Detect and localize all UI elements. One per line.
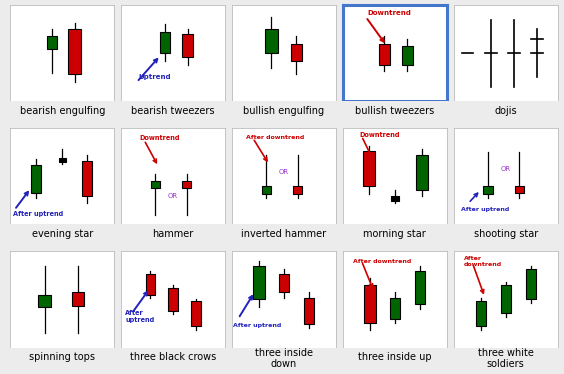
Text: Downtrend: Downtrend: [368, 10, 412, 16]
Bar: [500, 285, 511, 313]
Bar: [253, 266, 265, 300]
Text: bullish engulfing: bullish engulfing: [244, 106, 324, 116]
Text: morning star: morning star: [363, 229, 426, 239]
Text: After
downtrend: After downtrend: [464, 256, 502, 267]
Bar: [146, 275, 155, 295]
Bar: [262, 186, 271, 194]
Text: bullish tweezers: bullish tweezers: [355, 106, 434, 116]
Text: After
uptrend: After uptrend: [125, 310, 155, 324]
Bar: [379, 44, 390, 65]
Text: three black crows: three black crows: [130, 352, 216, 362]
Bar: [279, 275, 289, 292]
Bar: [514, 186, 524, 193]
Text: After downtrend: After downtrend: [246, 135, 305, 140]
Bar: [415, 270, 425, 304]
Bar: [82, 161, 92, 196]
Text: shooting star: shooting star: [474, 229, 538, 239]
Text: three white
soldiers: three white soldiers: [478, 348, 534, 370]
Text: Downtrend: Downtrend: [140, 135, 180, 141]
Text: After uptrend: After uptrend: [233, 323, 281, 328]
Text: OR: OR: [168, 193, 178, 199]
Text: three inside
down: three inside down: [255, 348, 313, 370]
Bar: [293, 186, 302, 194]
Bar: [38, 295, 51, 307]
Bar: [391, 196, 399, 201]
Bar: [160, 32, 170, 53]
Text: After uptrend: After uptrend: [14, 211, 64, 217]
Bar: [304, 297, 314, 324]
Text: evening star: evening star: [32, 229, 93, 239]
Text: bearish engulfing: bearish engulfing: [20, 106, 105, 116]
Text: spinning tops: spinning tops: [29, 352, 95, 362]
Text: After downtrend: After downtrend: [353, 259, 412, 264]
Bar: [169, 288, 178, 311]
Bar: [182, 181, 191, 188]
Bar: [191, 301, 201, 327]
Text: inverted hammer: inverted hammer: [241, 229, 327, 239]
Text: three inside up: three inside up: [358, 352, 431, 362]
Bar: [291, 44, 302, 61]
Bar: [31, 165, 41, 193]
Bar: [265, 29, 278, 53]
Text: Uptrend: Uptrend: [139, 74, 171, 80]
Text: bearish tweezers: bearish tweezers: [131, 106, 215, 116]
Bar: [183, 34, 193, 57]
Bar: [363, 151, 374, 186]
Bar: [47, 36, 57, 49]
Bar: [151, 181, 160, 188]
Bar: [402, 46, 412, 65]
Text: hammer: hammer: [152, 229, 193, 239]
Text: OR: OR: [501, 166, 511, 172]
Text: dojis: dojis: [495, 106, 517, 116]
Bar: [364, 285, 376, 324]
Bar: [526, 269, 536, 300]
Bar: [475, 301, 486, 327]
Bar: [390, 297, 399, 319]
Bar: [59, 158, 66, 162]
Bar: [68, 29, 81, 74]
Text: Downtrend: Downtrend: [359, 132, 400, 138]
Bar: [483, 186, 493, 194]
Bar: [72, 292, 84, 306]
Bar: [416, 155, 428, 190]
Text: OR: OR: [279, 169, 289, 175]
Text: After uptrend: After uptrend: [461, 207, 509, 212]
